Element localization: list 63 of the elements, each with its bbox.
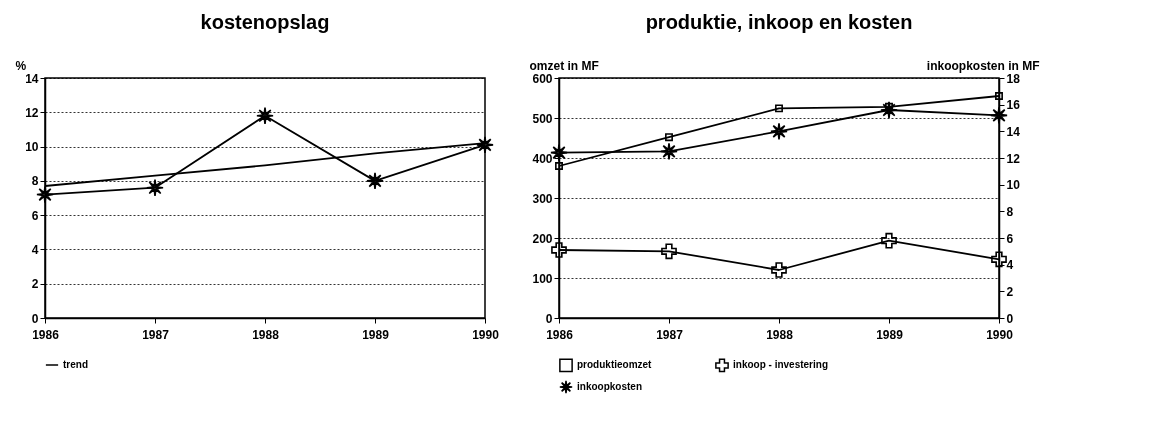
point xyxy=(256,106,274,125)
y2-tick-label: 6 xyxy=(1006,231,1014,246)
y-axis-title: omzet in MF xyxy=(529,58,599,73)
y-tick-label: 8 xyxy=(31,174,39,189)
point xyxy=(881,232,897,249)
y-tick-label: 12 xyxy=(25,105,39,120)
point xyxy=(990,106,1008,125)
y2-tick-label: 4 xyxy=(1006,258,1014,273)
x-tick-label: 1989 xyxy=(362,327,390,342)
point xyxy=(775,104,783,113)
x-tick-label: 1990 xyxy=(472,327,500,342)
y-tick-label: 10 xyxy=(25,140,39,155)
y2-tick-label: 10 xyxy=(1006,178,1021,193)
legend-label: produktieomzet xyxy=(577,359,653,371)
y2-tick-label: 0 xyxy=(1006,311,1014,326)
legend-label: trend xyxy=(63,359,88,370)
x-tick-label: 1986 xyxy=(546,327,574,342)
x-tick-label: 1989 xyxy=(876,327,904,342)
y-tick-label: 400 xyxy=(532,151,553,166)
point xyxy=(36,185,54,204)
legend-label: inkoopkosten xyxy=(577,381,643,392)
point xyxy=(550,143,568,162)
point xyxy=(771,262,787,278)
point xyxy=(366,172,384,190)
y-tick-label: 100 xyxy=(532,271,553,286)
y-tick-label: 0 xyxy=(545,311,553,326)
y2-tick-label: 8 xyxy=(1006,204,1014,219)
x-tick-label: 1987 xyxy=(656,327,684,342)
x-tick-label: 1987 xyxy=(142,327,170,342)
point xyxy=(551,242,567,258)
y2-tick-label: 18 xyxy=(1006,71,1021,86)
y-tick-label: 300 xyxy=(532,191,553,206)
y-tick-label: 200 xyxy=(532,231,553,246)
x-tick-label: 1986 xyxy=(32,327,60,342)
point xyxy=(991,251,1007,268)
point xyxy=(660,142,678,161)
y2-tick-label: 12 xyxy=(1006,151,1021,166)
point xyxy=(880,101,898,119)
y-tick-label: 0 xyxy=(31,311,39,326)
chart-title: produktie, inkoop en kosten xyxy=(645,11,913,33)
y-tick-label: 4 xyxy=(31,242,39,257)
point xyxy=(995,92,1003,100)
y2-axis-title: inkoopkosten in MF xyxy=(926,58,1040,73)
y2-tick-label: 14 xyxy=(1006,124,1021,139)
y-tick-label: 2 xyxy=(31,277,39,292)
y-tick-label: 600 xyxy=(532,71,553,86)
y2-tick-label: 16 xyxy=(1006,98,1021,113)
point xyxy=(770,122,788,141)
y-tick-label: 14 xyxy=(25,71,39,86)
y-tick-label: 6 xyxy=(31,208,39,223)
legend-label: inkoop - investering xyxy=(733,359,829,371)
y-tick-label: 500 xyxy=(532,111,553,126)
point xyxy=(476,136,494,154)
point xyxy=(555,162,563,170)
y2-tick-label: 2 xyxy=(1006,284,1014,299)
x-tick-label: 1988 xyxy=(766,327,794,342)
y-axis-title: % xyxy=(15,58,27,73)
point xyxy=(665,133,673,142)
x-tick-label: 1988 xyxy=(252,327,280,342)
chart-title: kostenopslag xyxy=(200,11,330,33)
x-tick-label: 1990 xyxy=(986,327,1014,342)
point xyxy=(661,243,677,260)
point xyxy=(146,178,164,197)
